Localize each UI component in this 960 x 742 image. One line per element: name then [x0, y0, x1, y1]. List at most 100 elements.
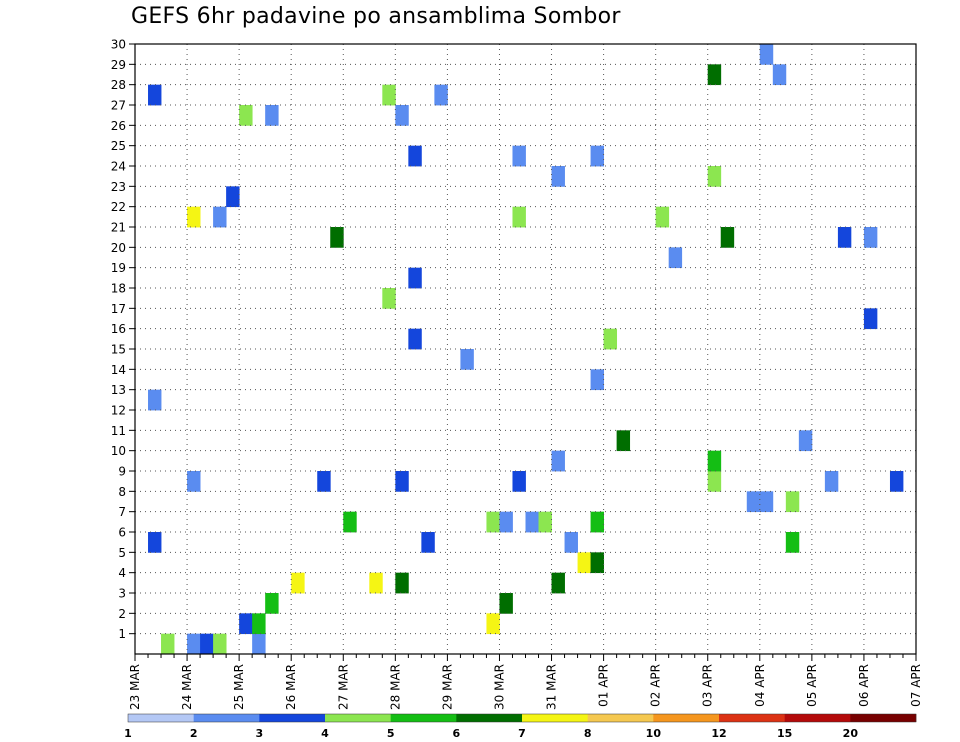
- heatmap-cell: [265, 593, 279, 614]
- colorbar-label: 10: [646, 727, 662, 740]
- colorbar-swatch: [193, 714, 260, 722]
- heatmap-cell: [564, 532, 578, 553]
- x-tick-label: 01 APR: [597, 664, 611, 707]
- heatmap-cell: [395, 105, 409, 126]
- colorbar-border: [127, 713, 917, 723]
- heatmap-cell: [330, 227, 344, 248]
- y-tick-label: 19: [111, 261, 126, 275]
- x-tick-label: 26 MAR: [284, 664, 298, 710]
- colorbar-swatch: [325, 714, 391, 722]
- heatmap-cell: [707, 166, 722, 187]
- heatmap-cell: [434, 84, 448, 106]
- colorbar-label: 4: [321, 727, 329, 740]
- colorbar-label: 1: [124, 727, 132, 740]
- heatmap-cell: [291, 572, 305, 594]
- colorbar-swatch: [128, 714, 194, 722]
- x-tick-label: 05 APR: [805, 664, 819, 707]
- y-tick-label: 1: [118, 627, 126, 641]
- x-tick-label: 23 MAR: [128, 664, 142, 710]
- heatmap-cell: [525, 511, 539, 533]
- heatmap-cell: [200, 633, 214, 655]
- heatmap-cell: [343, 511, 357, 533]
- heatmap-cell: [746, 491, 761, 513]
- colorbar-label: 15: [777, 727, 792, 740]
- y-tick-label: 20: [111, 241, 126, 255]
- y-tick-label: 10: [111, 444, 126, 458]
- y-tick-label: 3: [118, 587, 126, 601]
- x-tick-label: 02 APR: [649, 664, 663, 707]
- colorbar-swatch: [390, 714, 457, 722]
- heatmap-cell: [720, 227, 735, 248]
- heatmap-cell: [798, 430, 813, 452]
- heatmap-cell: [616, 430, 631, 452]
- colorbar-label: 5: [387, 727, 395, 740]
- y-tick-label: 14: [111, 363, 126, 377]
- heatmap-cell: [408, 145, 422, 167]
- heatmap-cell: [603, 328, 618, 350]
- heatmap-cell: [655, 206, 670, 228]
- heatmap-cell: [512, 471, 526, 492]
- heatmap-cell: [148, 84, 162, 106]
- heatmap-cell: [707, 64, 722, 86]
- heatmap-cell: [187, 206, 201, 228]
- heatmap-cell: [148, 532, 162, 553]
- heatmap-cell: [785, 491, 800, 513]
- y-tick-label: 8: [118, 485, 126, 499]
- colorbar-label: 6: [453, 727, 461, 740]
- heatmap-cell: [759, 44, 774, 65]
- colorbar-swatch: [784, 714, 851, 722]
- heatmap-cell: [213, 633, 227, 655]
- heatmap-cell: [187, 633, 201, 655]
- x-tick-label: 06 APR: [857, 664, 871, 707]
- heatmap-cell: [889, 471, 904, 492]
- x-tick-label: 30 MAR: [492, 664, 506, 710]
- y-tick-label: 2: [118, 607, 126, 621]
- heatmap-cell: [252, 633, 266, 655]
- x-tick-label: 07 APR: [909, 664, 923, 707]
- heatmap-cell: [161, 633, 175, 655]
- grid-lines: [135, 44, 916, 654]
- y-tick-label: 21: [111, 221, 126, 235]
- heatmap-cell: [395, 471, 409, 492]
- y-tick-label: 25: [111, 139, 126, 153]
- colorbar-label: 2: [190, 727, 198, 740]
- heatmap-cell: [226, 186, 240, 208]
- heatmap-cell: [499, 511, 513, 533]
- colorbar-swatch: [456, 714, 523, 722]
- y-tick-label: 13: [111, 383, 126, 397]
- heatmap-cell: [408, 267, 422, 289]
- heatmap-cell: [382, 288, 396, 309]
- y-tick-label: 4: [118, 566, 126, 580]
- y-tick-label: 11: [111, 424, 126, 438]
- heatmap-cell: [486, 613, 500, 635]
- colorbar-swatch: [719, 714, 785, 722]
- y-tick-label: 30: [111, 38, 126, 52]
- heatmap-cell: [863, 308, 878, 330]
- heatmap-cell: [213, 206, 227, 228]
- y-tick-label: 26: [111, 119, 126, 133]
- y-tick-label: 6: [118, 526, 126, 540]
- y-tick-label: 28: [111, 78, 126, 92]
- heatmap-cell: [668, 247, 683, 269]
- heatmap-cell: [239, 613, 253, 635]
- x-tick-label: 31 MAR: [545, 664, 559, 710]
- y-tick-label: 15: [111, 343, 126, 357]
- heatmap-cell: [772, 64, 787, 86]
- x-tick-label: 27 MAR: [336, 664, 350, 710]
- heatmap-cell: [512, 145, 526, 167]
- y-tick-label: 7: [118, 505, 126, 519]
- colorbar-label: 20: [843, 727, 859, 740]
- x-axis: 23 MAR 24 MAR 25 MAR 26 MAR 27 MAR 28 MAR 29 M…: [128, 654, 923, 710]
- heatmap-cell: [551, 450, 565, 472]
- heatmap-cell: [785, 532, 800, 553]
- heatmap-cell: [460, 349, 474, 370]
- x-tick-label: 24 MAR: [180, 664, 194, 710]
- x-tick-label: 04 APR: [753, 664, 767, 707]
- y-tick-label: 29: [111, 58, 126, 72]
- colorbar-label: 8: [584, 727, 592, 740]
- heatmap-cell: [590, 511, 604, 533]
- x-tick-label: 28 MAR: [388, 664, 402, 710]
- colorbar-swatch: [850, 714, 917, 722]
- heatmap-cell: [499, 593, 513, 614]
